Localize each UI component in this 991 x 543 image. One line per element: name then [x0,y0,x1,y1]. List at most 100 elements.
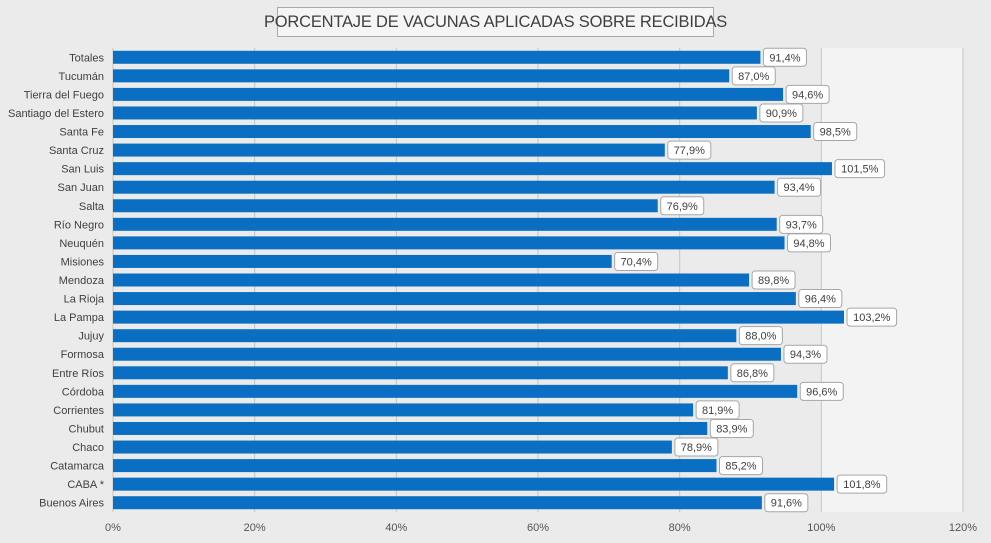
data-label: 81,9% [702,405,733,417]
bar [113,69,730,83]
category-label: CABA * [67,479,104,491]
bar [113,440,672,454]
data-label: 87,0% [738,71,769,83]
bar [113,199,658,213]
bar [113,366,728,380]
x-tick-label: 20% [244,522,266,534]
x-tick-label: 100% [807,522,835,534]
bar [113,477,835,491]
category-label: Buenos Aires [39,498,104,510]
data-label: 96,4% [805,294,836,306]
bar [113,459,717,473]
data-label: 94,6% [792,89,823,101]
data-label: 103,2% [853,312,891,324]
data-label: 101,8% [843,479,881,491]
data-label: 94,8% [793,238,824,250]
data-label-box [783,344,828,364]
data-label-box [762,47,807,67]
data-label: 86,8% [737,368,768,380]
bar [113,384,798,398]
category-label: Misiones [61,256,105,268]
category-label: Neuquén [59,238,104,250]
data-label: 91,6% [771,498,802,510]
category-label: Mendoza [59,275,105,287]
shaded-region [821,48,963,512]
category-label: Formosa [61,349,105,361]
data-label: 77,9% [674,145,705,157]
category-label: Santiago del Estero [8,108,104,120]
x-tick-label: 60% [527,522,549,534]
data-label-box [787,233,831,253]
category-label: San Juan [58,182,104,194]
data-label-box [813,122,858,142]
data-label-box [751,270,796,290]
data-label-box [779,214,824,234]
data-label: 98,5% [820,127,851,139]
category-label: Catamarca [50,461,105,473]
bar [113,125,811,139]
x-tick-label: 40% [385,522,407,534]
bar [113,143,665,157]
category-label: La Rioja [64,294,105,306]
category-label: Santa Fe [59,127,104,139]
x-tick-label: 80% [669,522,691,534]
category-label: Totales [69,52,104,64]
data-label-box [730,363,775,383]
bar [113,403,694,417]
bar [113,87,784,101]
category-label: Chubut [69,423,104,435]
data-label-box [674,437,719,457]
category-label: Chaco [72,442,104,454]
data-label-box [798,289,843,309]
category-label: La Pampa [54,312,105,324]
data-label: 83,9% [716,423,747,435]
category-label: Tierra del Fuego [24,89,104,101]
data-label: 78,9% [681,442,712,454]
category-label: Salta [79,201,105,213]
data-label: 89,8% [758,275,789,287]
data-label-box [667,140,712,160]
chart-title-box: PORCENTAJE DE VACUNAS APLICADAS SOBRE RE… [264,7,727,37]
data-label-box [777,177,822,197]
data-label-box [738,326,783,346]
data-label: 88,0% [745,331,776,343]
category-label: Tucumán [59,71,104,83]
data-label-box [614,251,659,271]
data-label: 93,7% [786,219,817,231]
data-label-box [660,196,705,216]
data-label-box [709,418,754,438]
category-label: Corrientes [53,405,104,417]
bar [113,347,781,361]
data-label-box [764,493,809,513]
data-label-box [836,474,888,494]
category-label: Río Negro [54,219,104,231]
category-label: San Luis [61,164,104,176]
data-label-box [731,66,776,86]
bar [113,217,777,231]
data-label: 94,3% [790,349,821,361]
bar [113,421,708,435]
data-label-box [785,84,830,104]
x-tick-label: 0% [105,522,121,534]
bar [113,273,750,287]
data-label-box [695,400,740,420]
data-label-box [719,456,763,476]
data-label: 85,2% [725,461,756,473]
bar [113,496,762,510]
data-label: 101,5% [841,164,879,176]
bar [113,329,737,343]
bar [113,254,612,268]
data-label: 76,9% [667,201,698,213]
bar [113,310,844,324]
data-label: 91,4% [769,52,800,64]
data-label: 93,4% [783,182,814,194]
data-label-box [834,159,886,179]
data-label: 90,9% [766,108,797,120]
bar [113,292,796,306]
chart-title: PORCENTAJE DE VACUNAS APLICADAS SOBRE RE… [263,12,728,31]
bar [113,106,757,120]
data-label: 96,6% [806,386,837,398]
bar [113,50,761,64]
x-tick-label: 120% [949,522,977,534]
